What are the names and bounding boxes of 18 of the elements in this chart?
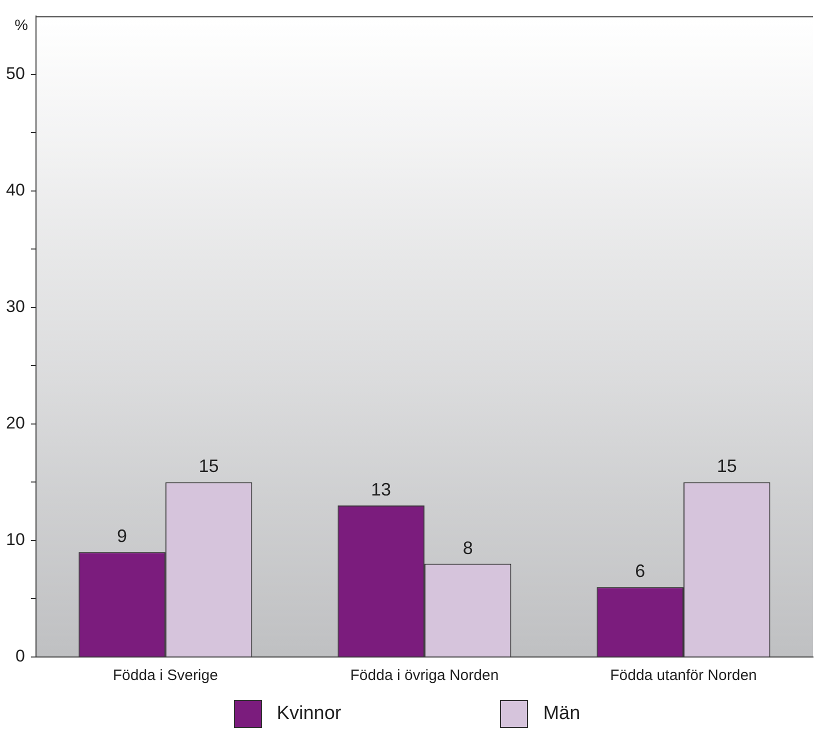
y-tick-label: 30	[6, 297, 25, 316]
data-label: 8	[462, 538, 473, 558]
y-tick-label: 20	[6, 414, 25, 433]
data-label: 9	[117, 526, 128, 546]
y-tick-label: 40	[6, 180, 25, 200]
x-tick-label: Födda utanför Norden	[610, 667, 757, 684]
data-label: 15	[198, 456, 219, 476]
legend-label: Män	[543, 703, 580, 725]
data-label: 6	[635, 561, 646, 582]
y-tick-label: 50	[6, 64, 25, 84]
y-tick-label: 10	[6, 530, 25, 550]
data-label: 15	[716, 456, 737, 476]
y-tick-label: 0	[15, 646, 25, 666]
y-axis-title: %	[14, 16, 28, 34]
x-tick-label: Födda i Sverige	[112, 667, 218, 684]
legend-label: Kvinnor	[276, 703, 342, 725]
data-label: 13	[371, 480, 392, 500]
x-tick-label: Födda i övriga Norden	[350, 667, 499, 684]
